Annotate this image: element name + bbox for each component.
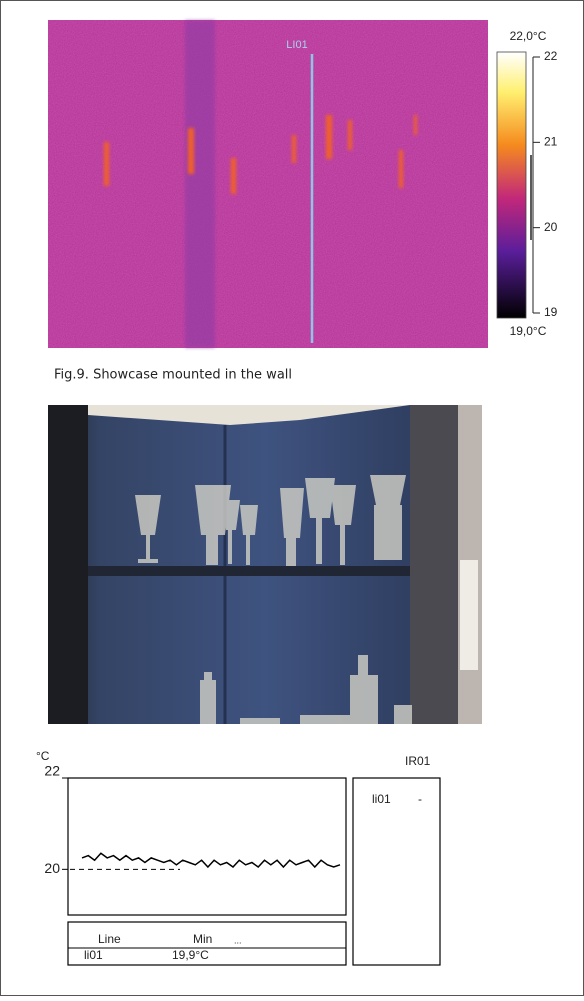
scale-tick-label: 20 (544, 220, 558, 234)
document: LI01 22,0°C 19,0°C 22 21 20 19 Fig.9. Showc… (0, 0, 584, 996)
scale-tick-label: 22 (544, 49, 558, 63)
legend-value: - (418, 792, 422, 806)
scale-min: 19,0°C (510, 324, 547, 338)
y-tick-label: 22 (44, 763, 60, 779)
thermal-image (48, 20, 488, 348)
y-tick-label: 20 (44, 860, 60, 876)
table-cell: 19,9°C (172, 948, 209, 962)
legend-title: IR01 (405, 754, 431, 768)
table-header: ... (234, 935, 242, 945)
photo (48, 405, 482, 724)
scale-tick-label: 19 (544, 305, 558, 319)
table-cell: li01 (84, 948, 103, 962)
caption: Fig.9. Showcase mounted in the wall (54, 368, 292, 383)
scale-max: 22,0°C (510, 29, 547, 43)
line-label: LI01 (286, 39, 307, 51)
scale-tick-label: 21 (544, 135, 558, 149)
table-header: Line (98, 932, 121, 946)
unit-label: °C (36, 749, 50, 763)
legend-frame (353, 778, 440, 965)
table-header: Min (193, 932, 212, 946)
page: LI01 22,0°C 19,0°C 22 21 20 19 Fig.9. Showc… (0, 0, 584, 1001)
temperature-line (82, 853, 340, 867)
legend-item: li01 (372, 792, 391, 806)
plot-frame (68, 778, 346, 915)
color-scale (497, 52, 526, 318)
